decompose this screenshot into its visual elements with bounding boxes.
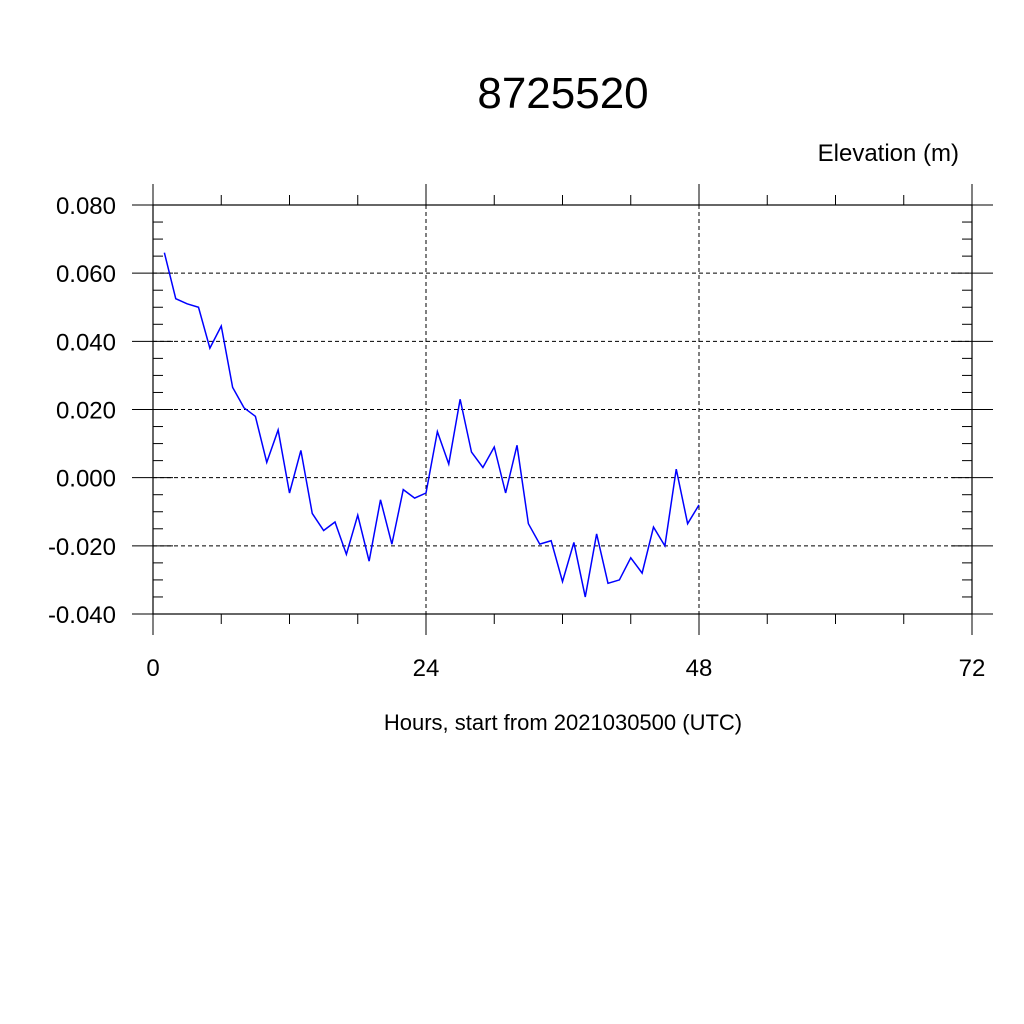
y-tick-label: 0.060: [56, 261, 116, 288]
y-tick-label: 0.080: [56, 193, 116, 220]
y-tick-label: 0.000: [56, 466, 116, 493]
axes: [132, 184, 993, 635]
chart-subtitle: Elevation (m): [818, 140, 959, 167]
series-line: [163, 252, 700, 598]
x-tick-label: 72: [959, 655, 986, 682]
x-tick-label: 0: [146, 655, 159, 682]
grid: [152, 204, 973, 615]
series-layer: [163, 252, 700, 598]
x-tick-labels: 0 24 48 72: [146, 655, 985, 682]
x-tick-label: 24: [413, 655, 440, 682]
y-tick-labels: -0.040 -0.020 0.000 0.020 0.040 0.060 0.080: [48, 193, 116, 629]
y-tick-label: -0.020: [48, 534, 116, 561]
y-tick-label: 0.040: [56, 329, 116, 356]
x-axis-label: Hours, start from 2021030500 (UTC): [384, 710, 742, 735]
y-tick-label: 0.020: [56, 398, 116, 425]
x-tick-label: 48: [686, 655, 713, 682]
y-tick-label: -0.040: [48, 602, 116, 629]
chart-title: 8725520: [477, 69, 648, 118]
